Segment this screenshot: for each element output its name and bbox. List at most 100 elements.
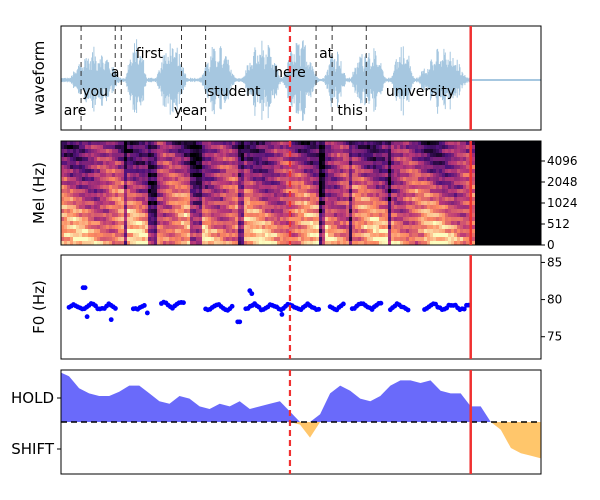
mel-cell — [364, 153, 368, 158]
mel-cell — [418, 221, 422, 226]
mel-cell — [136, 233, 140, 238]
mel-cell — [217, 157, 221, 162]
mel-cell — [130, 193, 134, 198]
mel-cell — [214, 197, 218, 202]
mel-cell — [85, 229, 89, 234]
mel-cell — [484, 153, 488, 158]
mel-cell — [157, 209, 161, 214]
mel-cell — [115, 185, 119, 190]
mel-cell — [235, 209, 239, 214]
mel-cell — [124, 169, 128, 174]
mel-cell — [172, 141, 176, 146]
mel-cell — [376, 197, 380, 202]
mel-cell — [67, 229, 71, 234]
f0-point — [316, 306, 322, 312]
mel-cell — [115, 205, 119, 210]
mel-cell — [313, 173, 317, 178]
mel-cell — [193, 205, 197, 210]
mel-cell — [472, 241, 476, 245]
mel-cell — [130, 141, 134, 146]
mel-cell — [520, 149, 524, 154]
mel-cell — [205, 165, 209, 170]
mel-cell — [427, 233, 431, 238]
mel-cell — [424, 221, 428, 226]
mel-cell — [310, 189, 314, 194]
mel-cell — [250, 201, 254, 206]
mel-cell — [457, 153, 461, 158]
mel-cell — [415, 201, 419, 206]
mel-cell — [169, 161, 173, 166]
mel-cell — [370, 161, 374, 166]
mel-cell — [370, 181, 374, 186]
mel-cell — [430, 141, 434, 146]
mel-cell — [403, 153, 407, 158]
mel-cell — [403, 141, 407, 146]
mel-cell — [415, 161, 419, 166]
mel-cell — [535, 181, 539, 186]
mel-cell — [292, 193, 296, 198]
mel-cell — [181, 161, 185, 166]
mel-cell — [223, 185, 227, 190]
mel-cell — [415, 189, 419, 194]
mel-cell — [64, 197, 68, 202]
mel-cell — [535, 233, 539, 238]
waveform-panel: areyouafirstyearstudenthereatthisunivers… — [30, 25, 542, 131]
mel-cell — [67, 241, 71, 245]
mel-cell — [115, 193, 119, 198]
mel-cell — [421, 157, 425, 162]
mel-cell — [349, 165, 353, 170]
mel-cell — [262, 209, 266, 214]
mel-cell — [100, 165, 104, 170]
mel-cell — [130, 145, 134, 150]
mel-cell — [535, 225, 539, 230]
mel-cell — [481, 213, 485, 218]
mel-cell — [175, 157, 179, 162]
mel-cell — [139, 169, 143, 174]
mel-cell — [286, 225, 290, 230]
mel-cell — [313, 145, 317, 150]
mel-cell — [325, 201, 329, 206]
mel-cell — [154, 181, 158, 186]
mel-cell — [229, 225, 233, 230]
mel-cell — [253, 161, 257, 166]
mel-cell — [64, 181, 68, 186]
mel-cell — [385, 197, 389, 202]
mel-cell — [358, 241, 362, 245]
mel-cell — [133, 153, 137, 158]
mel-cell — [238, 181, 242, 186]
mel-cell — [187, 197, 191, 202]
mel-cell — [196, 213, 200, 218]
mel-cell — [316, 213, 320, 218]
mel-cell — [463, 221, 467, 226]
mel-cell — [118, 209, 122, 214]
mel-cell — [385, 173, 389, 178]
mel-cell — [247, 157, 251, 162]
mel-cell — [436, 169, 440, 174]
mel-cell — [325, 197, 329, 202]
mel-cell — [70, 149, 74, 154]
mel-cell — [532, 221, 536, 226]
mel-cell — [169, 221, 173, 226]
mel-cell — [166, 169, 170, 174]
mel-cell — [268, 233, 272, 238]
mel-cell — [67, 213, 71, 218]
mel-cell — [343, 229, 347, 234]
mel-cell — [154, 229, 158, 234]
mel-cell — [526, 201, 530, 206]
mel-cell — [256, 149, 260, 154]
mel-cell — [241, 229, 245, 234]
mel-cell — [124, 209, 128, 214]
mel-cell — [301, 217, 305, 222]
mel-cell — [325, 213, 329, 218]
mel-cell — [421, 181, 425, 186]
mel-cell — [244, 233, 248, 238]
mel-cell — [415, 229, 419, 234]
mel-cell — [352, 165, 356, 170]
mel-cell — [169, 217, 173, 222]
mel-cell — [346, 213, 350, 218]
mel-cell — [532, 237, 536, 242]
mel-cell — [277, 181, 281, 186]
mel-cell — [304, 229, 308, 234]
mel-cell — [88, 225, 92, 230]
mel-cell — [175, 173, 179, 178]
